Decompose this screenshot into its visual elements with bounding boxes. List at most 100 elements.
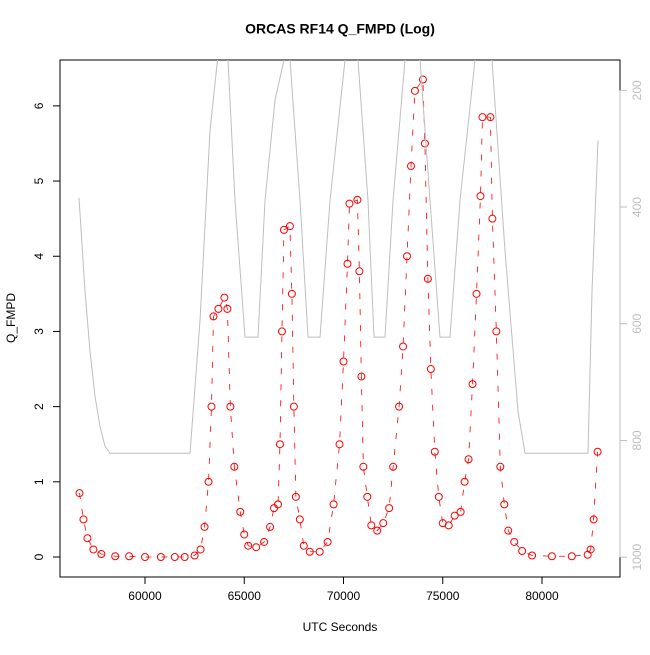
point [285,222,294,231]
point [335,440,344,449]
point [140,552,149,561]
point [395,402,404,411]
point [504,526,513,535]
point [547,552,556,561]
point [266,522,275,531]
y2-tick-label: 800 [630,430,644,450]
point [295,515,304,524]
x-tick-label: 75000 [426,589,460,603]
point [329,500,338,509]
point [315,547,324,556]
point [492,327,501,336]
point [456,507,465,516]
point [170,552,179,561]
point [389,462,398,471]
point [275,440,284,449]
point [209,312,218,321]
point [180,552,189,561]
point [220,293,229,302]
point [270,504,279,513]
point [434,492,443,501]
y2-tick-label: 600 [630,313,644,333]
point [426,365,435,374]
point [204,477,213,486]
x-tick-label: 65000 [228,589,262,603]
y-tick-label: 5 [32,177,46,184]
point [200,522,209,531]
point [450,511,459,520]
point [373,526,382,535]
point [367,521,376,530]
point [353,195,362,204]
x-tick-label: 60000 [128,589,162,603]
point [339,357,348,366]
point [583,550,592,559]
point [486,113,495,122]
point [496,462,505,471]
point [230,462,239,471]
x-tick-label: 80000 [525,589,559,603]
point [83,534,92,543]
point [277,327,286,336]
y-tick-label: 0 [32,553,46,560]
point [75,489,84,498]
point [423,274,432,283]
point [89,545,98,554]
point [345,199,354,208]
point [323,537,332,546]
point [279,225,288,234]
point [586,545,595,554]
point [260,537,269,546]
point [379,519,388,528]
point [97,549,106,558]
point [510,537,519,546]
point [385,504,394,513]
point [593,447,602,456]
point [410,86,419,95]
x-axis-label: UTC Seconds [303,620,378,634]
point [418,75,427,84]
connector [79,78,598,558]
point [420,139,429,148]
point [406,162,415,171]
point [207,402,216,411]
point [226,402,235,411]
point [273,500,282,509]
point [589,515,598,524]
point [244,541,253,550]
point [289,402,298,411]
point [518,546,527,555]
y-tick-label: 4 [32,253,46,260]
point [125,552,134,561]
x-tick-label: 70000 [327,589,361,603]
point [287,289,296,298]
chart-title: ORCAS RF14 Q_FMPD (Log) [245,21,435,37]
y-axis-label: Q_FMPD [4,293,18,343]
point [472,289,481,298]
point [476,192,485,201]
point [468,380,477,389]
point [79,515,88,524]
point [567,552,576,561]
point [305,547,314,556]
y2-tick-label: 400 [630,197,644,217]
point [156,552,165,561]
point [196,545,205,554]
point [111,552,120,561]
pressure-line [78,60,599,454]
point [403,252,412,261]
point [430,447,439,456]
point [291,492,300,501]
plot-box [59,59,621,578]
point [240,530,249,539]
point [488,214,497,223]
point [363,492,372,501]
y2-tick-label: 200 [630,80,644,100]
point [500,500,509,509]
point [528,551,537,560]
point [343,259,352,268]
point [223,304,232,313]
point [357,372,366,381]
point [355,267,364,276]
